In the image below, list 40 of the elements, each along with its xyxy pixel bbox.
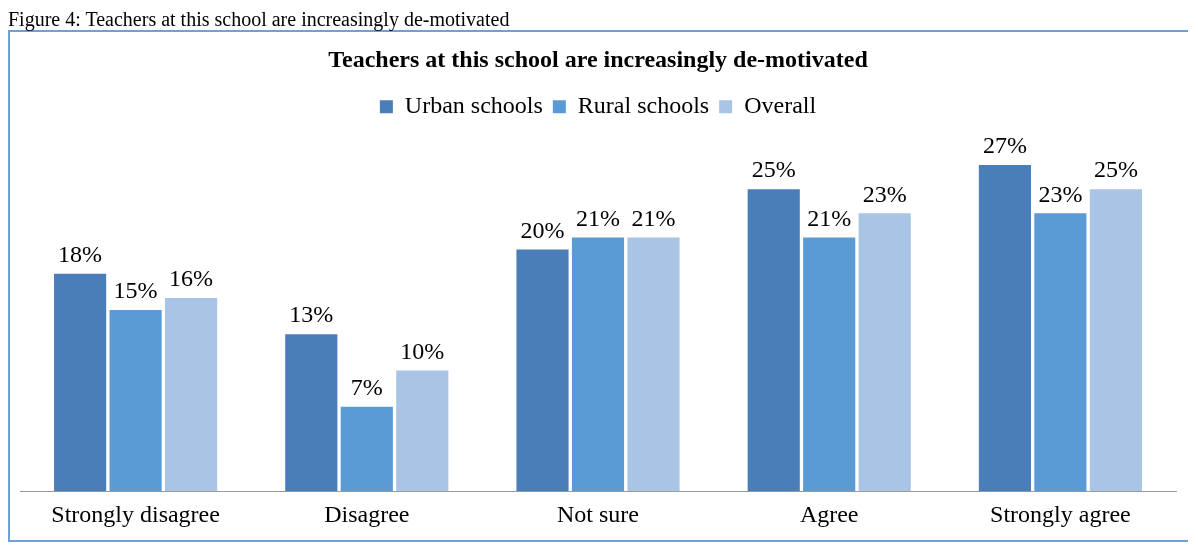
x-tick-label: Disagree <box>324 500 410 527</box>
data-label: 27% <box>982 132 1027 159</box>
x-tick-label: Agree <box>799 500 859 527</box>
x-tick-label: Not sure <box>557 500 639 527</box>
data-label: 21% <box>631 204 676 231</box>
data-label: 15% <box>113 277 158 304</box>
data-label: 18% <box>58 241 103 268</box>
legend-label: Overall <box>744 92 817 119</box>
data-label: 25% <box>1093 156 1138 183</box>
data-label: 25% <box>751 156 796 183</box>
bar <box>516 249 569 492</box>
legend-label: Urban schools <box>404 92 543 119</box>
bar <box>858 213 911 492</box>
bar <box>627 237 680 492</box>
data-label: 20% <box>520 216 565 243</box>
data-label: 23% <box>1038 180 1083 207</box>
bar <box>747 189 800 492</box>
bar <box>340 406 393 492</box>
data-label: 13% <box>289 301 334 328</box>
data-label: 7% <box>350 373 383 400</box>
caption: Figure 4: Teachers at this school are increasingly de-motivated <box>8 8 511 30</box>
data-label: 23% <box>862 180 907 207</box>
data-label: 21% <box>576 204 620 231</box>
legend-label: Rural schools <box>577 92 710 119</box>
data-label: 16% <box>169 265 214 292</box>
x-tick-label: Strongly agree <box>990 500 1131 527</box>
bar <box>803 237 856 492</box>
bar <box>285 334 338 492</box>
bar <box>571 237 625 492</box>
bar <box>165 297 218 492</box>
bar <box>54 273 107 492</box>
data-label: 10% <box>400 337 445 364</box>
chart-title: Teachers at this school are increasingly de-motivated <box>328 45 869 72</box>
bar <box>396 370 449 492</box>
data-label: 21% <box>807 204 852 231</box>
bar <box>978 165 1031 492</box>
bar <box>1089 189 1142 492</box>
bar <box>1034 213 1087 492</box>
bar <box>109 310 162 492</box>
x-tick-label: Strongly disagree <box>51 500 220 527</box>
